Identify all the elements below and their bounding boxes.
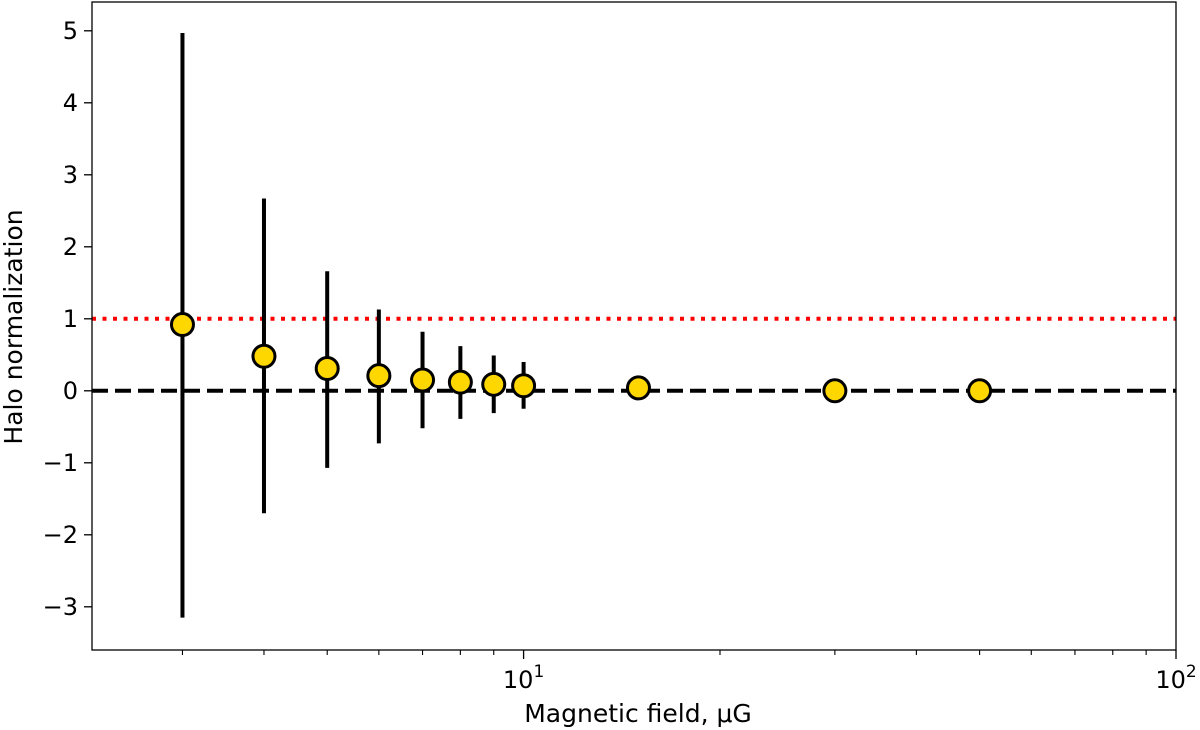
x-axis-label: Magnetic field, μG: [524, 699, 752, 728]
y-tick-label: −2: [43, 521, 78, 549]
data-point: [481, 371, 507, 397]
data-points: [169, 312, 993, 404]
error-bars: [180, 32, 526, 618]
data-point: [169, 312, 195, 338]
x-axis: 101 102: [181, 650, 1197, 694]
data-point: [625, 375, 651, 401]
x-tick-label: 101: [503, 662, 544, 694]
y-tick-label: −1: [43, 449, 78, 477]
data-point: [410, 367, 436, 393]
y-axis-label: Halo normalization: [0, 209, 28, 444]
data-point: [967, 378, 993, 404]
data-point: [447, 369, 473, 395]
y-tick-label: 2: [63, 233, 78, 261]
y-tick-label: 4: [63, 89, 78, 117]
data-point: [511, 373, 537, 399]
y-tick-label: 3: [63, 161, 78, 189]
data-point: [314, 355, 340, 381]
x-tick-label: 102: [1155, 662, 1196, 694]
data-point: [366, 363, 392, 389]
y-tick-label: 5: [63, 17, 78, 45]
plot-frame: [91, 1, 1177, 651]
y-tick-label: 0: [63, 377, 78, 405]
data-point: [251, 343, 277, 369]
y-tick-label: −3: [43, 593, 78, 621]
data-point: [822, 378, 848, 404]
y-tick-label: 1: [63, 305, 78, 333]
y-axis: 5 4 3 2 1 0 −1 −2 −3: [43, 17, 92, 621]
